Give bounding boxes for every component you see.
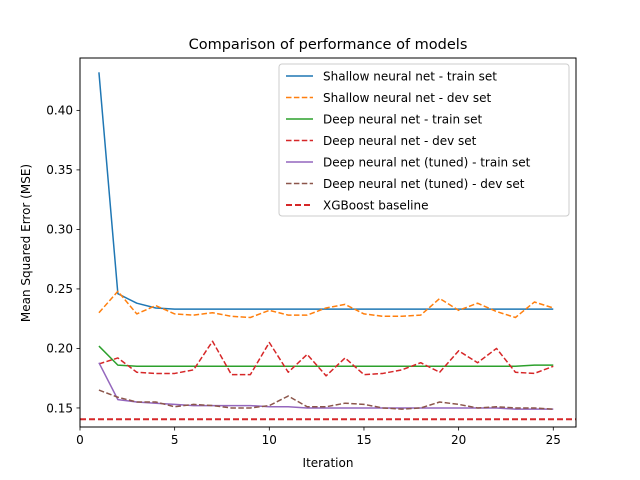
y-tick-label: 0.25	[46, 282, 73, 296]
x-axis: 0 5 10 15 20 25	[76, 427, 561, 447]
x-axis-label: Iteration	[303, 456, 354, 470]
x-tick-label: 25	[546, 433, 561, 447]
series-line-1	[98, 72, 554, 310]
x-tick-label: 15	[356, 433, 371, 447]
legend-entry-2: Shallow neural net - dev set	[323, 91, 491, 105]
legend-box	[278, 63, 570, 217]
y-tick-label: 0.40	[46, 104, 73, 118]
legend-entry-5: Deep neural net (tuned) - train set	[323, 155, 531, 169]
x-tick-label: 10	[262, 433, 277, 447]
legend-entry-1: Shallow neural net - train set	[323, 69, 497, 83]
x-tick-label: 0	[76, 433, 84, 447]
series-line-6	[98, 389, 554, 410]
legend: Shallow neural net - train set Shallow ne…	[278, 63, 570, 217]
y-tick-label: 0.20	[46, 342, 73, 356]
plot-frame	[79, 57, 577, 428]
chart-title: Comparison of performance of models	[189, 37, 468, 53]
legend-entry-7: XGBoost baseline	[323, 198, 428, 212]
y-tick-label: 0.15	[46, 401, 73, 415]
y-tick-label: 0.30	[46, 223, 73, 237]
series-line-2	[98, 290, 554, 319]
plot-lines	[80, 72, 576, 421]
y-axis-label: Mean Squared Error (MSE)	[19, 164, 33, 322]
legend-entry-4: Deep neural net - dev set	[323, 134, 477, 148]
y-axis: 0.15 0.20 0.25 0.30 0.35 0.40	[46, 104, 80, 415]
x-tick-label: 5	[171, 433, 179, 447]
x-tick-label: 20	[451, 433, 466, 447]
legend-entry-3: Deep neural net - train set	[323, 112, 483, 126]
legend-entry-6: Deep neural net (tuned) - dev set	[323, 177, 525, 191]
series-line-3	[98, 345, 554, 368]
series-line-4	[98, 340, 554, 377]
y-tick-label: 0.35	[46, 163, 73, 177]
